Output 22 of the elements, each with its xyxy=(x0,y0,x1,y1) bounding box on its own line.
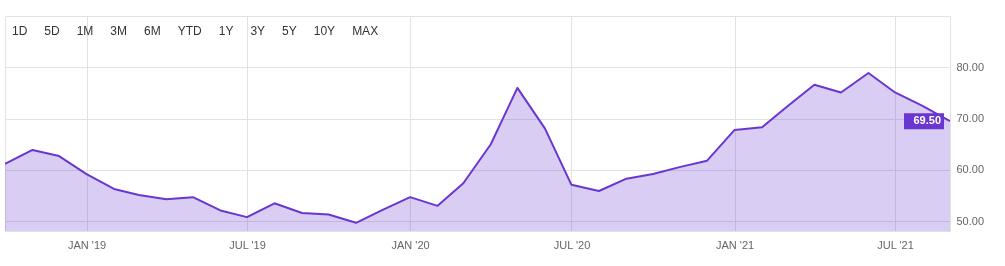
y-tick-label: 60.00 xyxy=(956,163,985,176)
y-tick-label: 50.00 xyxy=(956,214,985,227)
x-tick-label: JUL '21 xyxy=(877,238,914,251)
annotation: 6M xyxy=(144,24,161,38)
x-tick-label: JAN '20 xyxy=(391,238,430,251)
annotation: MAX xyxy=(352,24,379,38)
x-tick-label: JAN '19 xyxy=(67,238,107,251)
x-tick-label: JAN '21 xyxy=(715,238,755,251)
x-tick-label: JUL '19 xyxy=(229,238,266,251)
y-tick-label: 80.00 xyxy=(956,60,985,73)
x-tick-label: JUL '20 xyxy=(553,238,591,251)
annotation: 10Y xyxy=(313,24,336,38)
annotation: 1D xyxy=(12,24,28,38)
annotation: 3Y xyxy=(250,24,266,38)
annotation: 5Y xyxy=(282,24,297,38)
annotation: YTD xyxy=(177,24,202,38)
annotation: 3M xyxy=(110,24,128,38)
y-tick-label: 70.00 xyxy=(956,112,985,125)
annotation: 1Y xyxy=(218,24,234,38)
annotation: 1M xyxy=(76,24,94,38)
annotation: 69.50 xyxy=(913,114,941,127)
annotation: 5D xyxy=(44,24,60,38)
